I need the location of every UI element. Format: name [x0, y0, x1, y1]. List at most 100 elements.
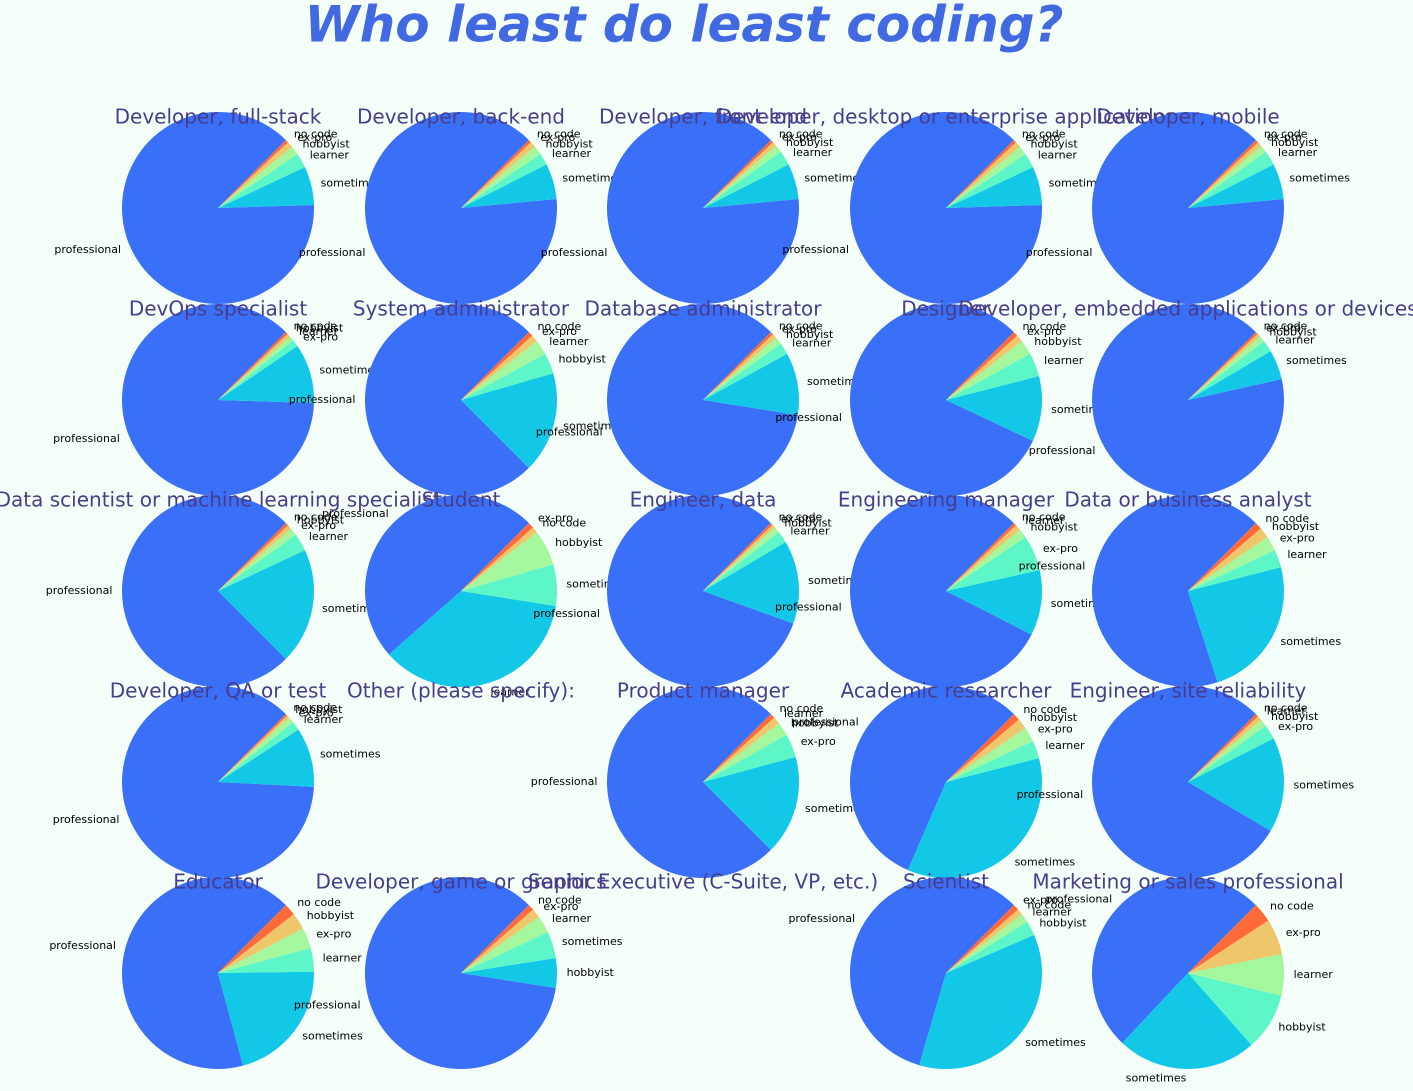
slice-label: sometimes [1015, 855, 1076, 868]
slice-label: ex-pro [1286, 926, 1321, 939]
pie-title: Senior Executive (C-Suite, VP, etc.) [528, 870, 878, 894]
slice-label: sometimes [804, 172, 865, 185]
slice-label: no code [1022, 128, 1066, 141]
slice-label: no code [780, 702, 824, 715]
slice-label: ex-pro [801, 735, 836, 748]
pie-slice [461, 154, 547, 208]
slice-label: hobbyist [296, 322, 344, 335]
slice-label: hobbyist [1034, 335, 1082, 348]
pie-chart: professionalsometimeslearnerhobbyistex-p… [1026, 105, 1350, 305]
pie-slice [703, 332, 773, 400]
slice-label: professional [782, 243, 849, 256]
slice-label: professional [775, 601, 842, 614]
slice-label: sometimes [319, 364, 380, 377]
pie-slice [849, 494, 1032, 688]
slice-label: hobbyist [1271, 136, 1319, 149]
slice-label: learner [1294, 968, 1334, 981]
pie-slice [461, 332, 533, 400]
pie-slice [218, 550, 315, 659]
pie-title: Marketing or sales professional [1032, 870, 1343, 894]
pie-slice [703, 723, 787, 782]
pie-slice [218, 729, 314, 787]
pie-title: Developer, front-end [599, 105, 807, 129]
pie-slice [703, 734, 796, 782]
pie-slice [1188, 714, 1258, 782]
pie-slice [461, 532, 554, 591]
slice-label: ex-pro [1266, 322, 1301, 335]
slice-label: no code [294, 319, 338, 332]
pie-chart: professionalsometimeslearnerhobbyistex-p… [299, 105, 623, 305]
pie-slice [218, 534, 305, 591]
slice-label: ex-pro [542, 325, 577, 338]
slice-label: ex-pro [1025, 131, 1060, 144]
pie-chart: professionalsometimeslearnerex-prohobbyi… [49, 870, 363, 1069]
pie-slice [946, 537, 1040, 591]
pie-slice [218, 714, 288, 782]
slice-label: no code [1023, 703, 1067, 716]
pie-slice [607, 112, 800, 305]
slice-label: hobbyist [1271, 710, 1319, 723]
slice-label: learner [1275, 334, 1315, 347]
pie-slice [218, 715, 290, 782]
pie-title: Scientist [903, 870, 989, 894]
pie-title: Student [422, 488, 501, 512]
pie-slice [703, 343, 788, 400]
pie-slice [946, 154, 1033, 208]
slice-label: learner [309, 530, 349, 543]
slice-label: hobbyist [1030, 138, 1078, 151]
pie-slice [946, 523, 1016, 591]
pie-chart: Other (please specify): [347, 679, 575, 703]
slice-label: hobbyist [567, 966, 615, 979]
pie-chart: professionalsometimeslearnerex-prohobbyi… [1019, 488, 1341, 688]
pie-slice [1188, 336, 1264, 400]
pie-title: System administrator [353, 297, 570, 321]
pie-slice [946, 914, 1028, 973]
pie-slice [218, 333, 291, 400]
pie-title: Designer [901, 297, 991, 321]
slice-label: ex-pro [299, 707, 334, 720]
pie-slice [946, 714, 1019, 782]
slice-label: ex-pro [297, 131, 332, 144]
pie-slice [1188, 716, 1262, 782]
slice-label: hobbyist [786, 136, 834, 149]
pie-slice [218, 154, 305, 208]
slice-label: hobbyist [1030, 521, 1078, 534]
slice-label: professional [322, 507, 389, 520]
slice-label: professional [1017, 788, 1084, 801]
pie-slice [461, 353, 554, 400]
pie-slice [703, 756, 799, 850]
slice-label: learner [549, 335, 589, 348]
pie-slice [1188, 738, 1284, 831]
pie-slice [1188, 142, 1262, 208]
slice-label: learner [304, 713, 344, 726]
slice-label: learner [552, 912, 592, 925]
pie-slice [461, 140, 531, 208]
slice-label: sometimes [805, 802, 866, 815]
pie-slice [461, 527, 537, 591]
pie-slice [703, 527, 779, 591]
slice-label: sometimes [302, 1030, 363, 1043]
slice-label: ex-pro [303, 330, 338, 343]
slice-label: learner [1025, 514, 1065, 527]
pie-title: Engineer, site reliability [1070, 679, 1307, 703]
slice-label: professional [1026, 246, 1093, 259]
slice-label: ex-pro [316, 927, 351, 940]
pie-slice [1188, 725, 1274, 782]
slice-label: professional [1029, 444, 1096, 457]
pie-slice [365, 304, 529, 496]
slice-label: sometimes [1126, 1072, 1187, 1085]
slice-label: no code [1264, 128, 1308, 141]
pie-chart: professionalsometimeslearnerex-prohobbyi… [0, 488, 441, 688]
pie-chart: professionalsometimeslearnerhobbyistex-p… [533, 488, 869, 688]
slice-label: professional [1019, 559, 1086, 572]
slice-label: ex-pro [1027, 325, 1062, 338]
pie-slice [218, 717, 294, 782]
slice-label: professional [541, 246, 608, 259]
pie-title: Engineer, data [630, 488, 777, 512]
pie-slice [703, 717, 779, 782]
pie-title: Developer, game or graphics [315, 870, 606, 894]
pie-title: Database administrator [584, 297, 822, 321]
pie-slice [1188, 164, 1284, 208]
